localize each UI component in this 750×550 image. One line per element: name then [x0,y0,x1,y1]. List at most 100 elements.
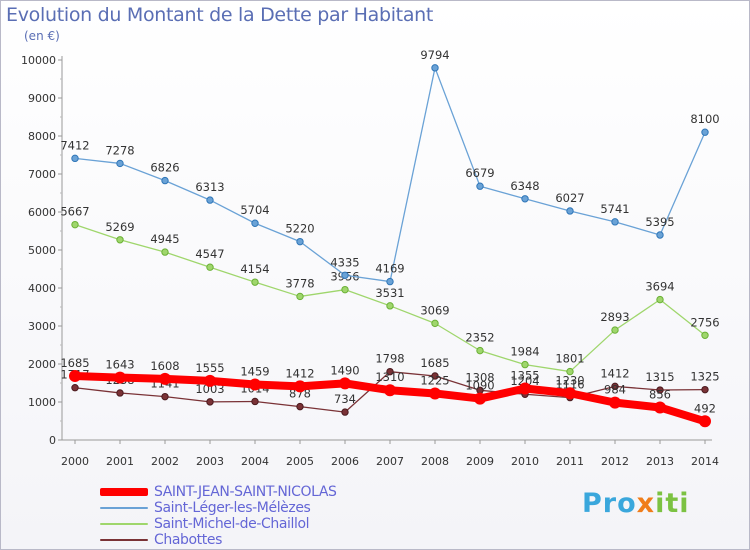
data-point-1 [206,196,214,204]
data-point-2 [251,278,259,286]
y-unit-label: (en €) [24,29,60,43]
data-label-0: 1225 [420,373,449,387]
data-label-2: 4945 [150,232,179,246]
data-point-1 [521,195,529,203]
legend-item: Chabottes [100,532,337,548]
data-point-0 [114,371,126,384]
data-label-2: 3778 [285,276,314,290]
data-label-1: 8100 [690,112,719,126]
data-label-0: 1355 [510,369,539,383]
data-point-2 [611,326,619,334]
data-label-2: 3069 [420,303,449,317]
y-tick-label: 6000 [28,206,56,219]
y-tick-label: 4000 [28,282,56,295]
data-label-3: 1325 [690,370,719,384]
data-label-1: 6826 [150,161,179,175]
data-point-0 [204,374,216,387]
legend-label: Saint-Léger-les-Mélèzes [154,500,311,516]
data-label-2: 3531 [375,286,404,300]
legend: SAINT-JEAN-SAINT-NICOLAS Saint-Léger-les-… [100,484,337,548]
data-label-3: 878 [289,387,311,401]
x-tick-label: 2014 [691,455,719,468]
legend-label: Chabottes [154,532,222,548]
legend-swatch [100,507,148,509]
data-label-0: 1555 [195,361,224,375]
data-label-3: 1798 [375,352,404,366]
data-label-0: 1643 [105,358,134,372]
data-point-0 [519,382,531,395]
data-point-1 [116,159,124,168]
data-label-1: 4169 [375,262,404,276]
data-label-3: 1315 [645,370,674,384]
data-label-2: 3694 [645,280,674,294]
y-tick-label: 10000 [21,54,56,67]
data-label-1: 6679 [465,166,494,180]
data-label-1: 7412 [60,138,89,152]
legend-label: SAINT-JEAN-SAINT-NICOLAS [154,484,337,500]
data-point-0 [609,396,621,409]
data-point-2 [386,302,394,310]
data-point-3 [656,386,664,394]
data-label-0: 984 [604,383,626,397]
y-tick-label: 2000 [28,358,56,371]
data-label-3: 1685 [420,356,449,370]
data-point-2 [701,331,709,339]
data-point-0 [564,387,576,400]
data-point-2 [206,263,214,271]
data-label-1: 7278 [105,143,134,157]
y-tick-label: 5000 [28,244,56,257]
data-label-0: 492 [694,401,716,415]
x-tick-label: 2005 [286,455,314,468]
legend-item: Saint-Michel-de-Chaillol [100,516,337,532]
data-point-3 [161,392,169,401]
x-tick-label: 2002 [151,455,179,468]
data-point-0 [699,415,711,428]
y-tick-label: 9000 [28,92,56,105]
data-point-2 [566,367,574,376]
data-point-2 [296,292,304,301]
data-point-0 [429,387,441,400]
data-label-1: 5704 [240,203,269,217]
data-point-2 [476,346,484,355]
data-label-0: 1608 [150,359,179,373]
chart-title: Evolution du Montant de la Dette par Hab… [6,4,434,26]
x-tick-label: 2000 [61,455,89,468]
data-point-2 [161,248,169,256]
x-tick-label: 2011 [556,455,584,468]
legend-swatch [100,539,148,541]
series-line-1 [74,67,706,283]
data-label-3: 734 [334,392,356,406]
data-point-1 [656,231,664,239]
legend-swatch [100,523,148,525]
x-tick-label: 2007 [376,455,404,468]
y-tick-label: 1000 [28,396,56,409]
data-label-0: 1090 [465,379,494,393]
x-tick-label: 2008 [421,455,449,468]
data-label-0: 1490 [330,363,359,377]
data-point-0 [384,384,396,397]
data-label-2: 4154 [240,262,269,276]
x-tick-label: 2001 [106,455,134,468]
data-label-0: 1459 [240,365,269,379]
x-tick-label: 2010 [511,455,539,468]
data-label-1: 5220 [285,222,314,236]
data-label-1: 6313 [195,180,224,194]
x-tick-label: 2003 [196,455,224,468]
data-label-3: 1412 [600,366,629,380]
data-label-0: 1412 [285,366,314,380]
data-point-2 [116,236,124,244]
data-label-0: 856 [649,387,671,401]
data-label-1: 4335 [330,255,359,269]
data-point-1 [611,218,619,226]
legend-item: SAINT-JEAN-SAINT-NICOLAS [100,484,337,500]
data-label-2: 5667 [60,205,89,219]
x-tick-label: 2004 [241,455,269,468]
data-point-1 [251,219,259,227]
data-point-0 [69,369,81,382]
data-point-2 [521,360,529,369]
data-point-1 [566,207,574,215]
line-chart: 0 1000 2000 3000 4000 5000 6000 7000 8000 9000 100… [21,48,720,468]
data-point-2 [431,319,439,328]
data-point-1 [476,182,484,190]
data-label-1: 5741 [600,202,629,216]
